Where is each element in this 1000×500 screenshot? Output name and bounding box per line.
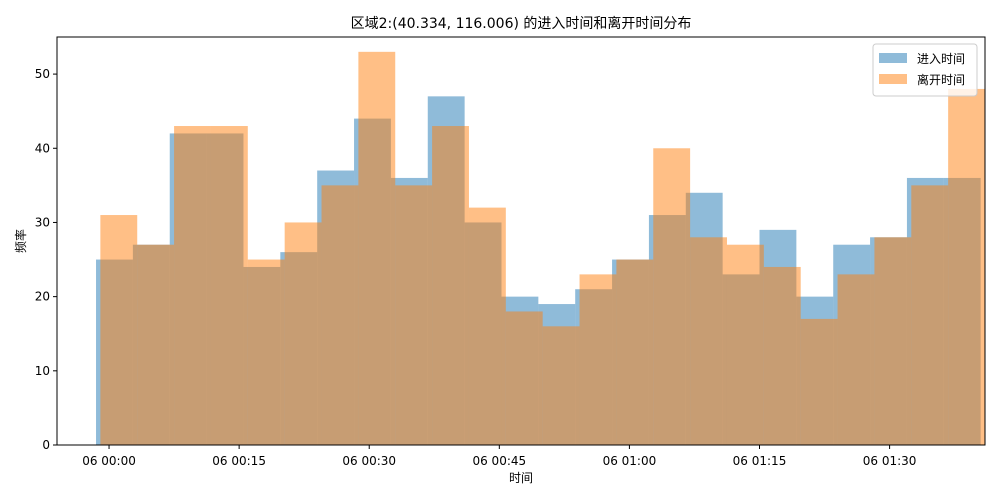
bar-series-1-bin-22 (911, 185, 949, 445)
bar-series-1-bin-3 (210, 126, 248, 445)
x-axis-label: 时间 (509, 471, 533, 485)
x-tick-label: 06 00:30 (342, 454, 396, 468)
y-tick-label: 0 (42, 438, 50, 452)
x-tick-label: 06 01:30 (863, 454, 917, 468)
bar-series-1-bin-13 (579, 274, 617, 445)
y-tick-label: 10 (35, 364, 50, 378)
y-axis-label: 频率 (13, 229, 28, 253)
x-tick-label: 06 01:15 (733, 454, 787, 468)
bar-series-1-bin-21 (874, 237, 912, 445)
bar-series-1-bin-1 (137, 244, 175, 445)
x-tick-label: 06 00:00 (82, 454, 136, 468)
bar-series-1-bin-11 (505, 311, 543, 445)
chart-title: 区域2:(40.334, 116.006) 的进入时间和离开时间分布 (351, 15, 692, 32)
bar-series-1-bin-7 (358, 51, 396, 445)
bar-series-1-bin-18 (763, 266, 801, 445)
bar-series-1-bin-16 (690, 237, 727, 445)
bar-series-1-bin-4 (247, 259, 285, 445)
bar-series-1-bin-19 (800, 318, 838, 445)
bar-series-1-bin-8 (395, 185, 433, 445)
x-tick-label: 06 01:00 (603, 454, 657, 468)
bar-series-1-bin-14 (616, 259, 654, 445)
legend-swatch (879, 53, 907, 63)
bar-series-1-bin-0 (100, 215, 138, 445)
bar-series-1-bin-20 (837, 274, 875, 445)
bar-series-1-bin-2 (174, 126, 211, 445)
plot-frame (56, 36, 986, 446)
legend-swatch (879, 74, 907, 84)
y-tick-label: 40 (35, 141, 50, 155)
y-tick-label: 50 (35, 67, 50, 81)
axes-layer: 0 10 20 30 40 50 06 00:00 06 00:15 06 00:30 06 00… (35, 36, 986, 468)
x-tick-label: 06 00:15 (212, 454, 266, 468)
bar-series-1-bin-17 (726, 244, 764, 445)
bar-series-1-bin-6 (321, 185, 359, 445)
y-tick-label: 30 (35, 215, 50, 229)
legend-label: 离开时间 (917, 72, 965, 87)
bar-series-1-bin-15 (653, 148, 691, 446)
bar-series-1-bin-5 (284, 222, 322, 445)
bar-series-1-bin-10 (468, 207, 506, 445)
legend-label: 进入时间 (917, 52, 965, 66)
x-tick-label: 06 00:45 (472, 454, 526, 468)
bars-layer (96, 51, 985, 446)
bar-series-1-bin-23 (948, 88, 985, 445)
y-tick-label: 20 (35, 290, 50, 304)
bar-series-1-bin-9 (432, 126, 469, 445)
bar-series-1-bin-12 (542, 326, 580, 445)
